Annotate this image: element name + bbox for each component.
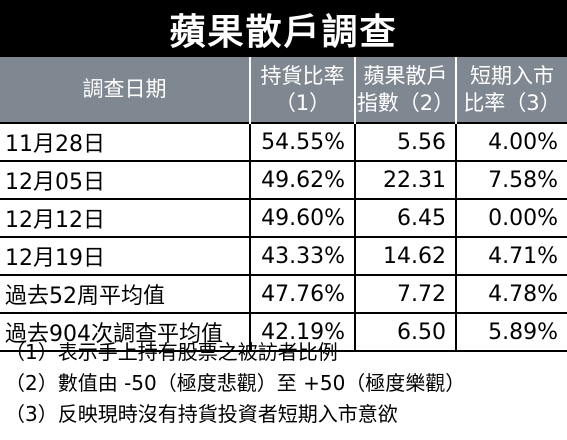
cell-entry: 0.00%: [455, 199, 567, 238]
cell-index: 6.45: [354, 199, 456, 238]
cell-holding: 49.60%: [249, 199, 355, 238]
cell-date: 12月19日: [0, 237, 250, 276]
cell-index: 6.50: [354, 313, 456, 352]
footnote: （3）反映現時沒有持貨投資者短期入市意欲: [5, 402, 398, 426]
cell-holding: 47.76%: [249, 275, 355, 314]
cell-entry: 4.78%: [455, 275, 567, 314]
survey-table: 調查日期 持貨比率 （1） 蘋果散戶 指數（2） 短期入市 比率（3） 11月28日 …: [0, 57, 567, 352]
cell-date: 11月28日: [0, 122, 250, 162]
cell-index: 7.72: [354, 275, 456, 314]
cell-holding: 49.62%: [249, 161, 355, 200]
cell-entry: 7.58%: [455, 161, 567, 200]
cell-index: 5.56: [354, 122, 456, 162]
cell-entry: 5.89%: [455, 313, 567, 352]
cell-index: 22.31: [354, 161, 456, 200]
header-date: 調查日期: [0, 57, 250, 123]
header-holding-ratio: 持貨比率 （1）: [249, 57, 355, 123]
table-row: 12月19日 43.33% 14.62 4.71%: [0, 237, 567, 276]
footnote: （1）表示手上持有股票之被訪者比例: [5, 340, 338, 364]
footnote: （2）數值由 -50（極度悲觀）至 +50（極度樂觀）: [5, 371, 466, 395]
cell-date: 12月05日: [0, 161, 250, 200]
table-title: 蘋果散戶調查: [0, 0, 567, 57]
footnotes: （1）表示手上持有股票之被訪者比例 （2）數值由 -50（極度悲觀）至 +50（…: [5, 337, 567, 430]
cell-holding: 43.33%: [249, 237, 355, 276]
table-row: 11月28日 54.55% 5.56 4.00%: [0, 122, 567, 162]
cell-index: 14.62: [354, 237, 456, 276]
table-row: 過去52周平均值 47.76% 7.72 4.78%: [0, 275, 567, 314]
cell-holding: 42.19%: [249, 313, 355, 352]
cell-holding: 54.55%: [249, 122, 355, 162]
header-entry-ratio: 短期入市 比率（3）: [455, 57, 567, 123]
cell-date: 12月12日: [0, 199, 250, 238]
cell-entry: 4.00%: [455, 122, 567, 162]
cell-date: 過去904次調查平均值: [0, 313, 250, 352]
cell-entry: 4.71%: [455, 237, 567, 276]
header-row: 調查日期 持貨比率 （1） 蘋果散戶 指數（2） 短期入市 比率（3）: [0, 57, 567, 123]
header-retail-index: 蘋果散戶 指數（2）: [354, 57, 456, 123]
table-row: 12月12日 49.60% 6.45 0.00%: [0, 199, 567, 238]
cell-date: 過去52周平均值: [0, 275, 250, 314]
table-row: 過去904次調查平均值 42.19% 6.50 5.89%: [0, 313, 567, 352]
table-row: 12月05日 49.62% 22.31 7.58%: [0, 161, 567, 200]
